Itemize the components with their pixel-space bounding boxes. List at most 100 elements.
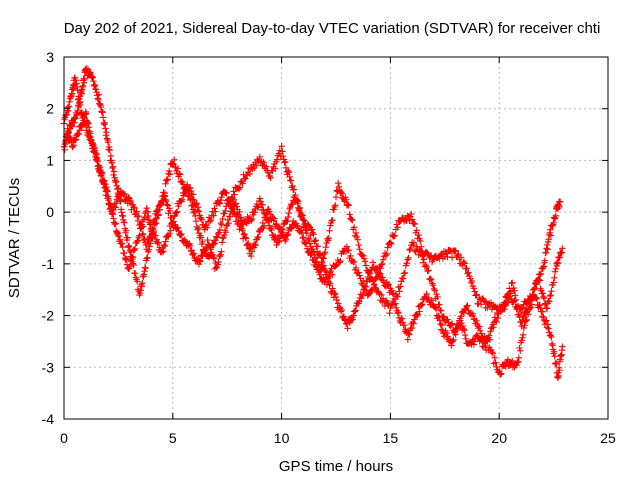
data-point [210, 254, 217, 261]
data-point [537, 305, 544, 312]
data-point [321, 249, 329, 256]
data-point [428, 276, 435, 283]
data-point [139, 230, 146, 238]
data-point [244, 241, 251, 248]
data-point [338, 190, 346, 197]
data-point [359, 291, 367, 298]
data-point [424, 267, 431, 275]
data-point [482, 342, 489, 350]
data-point [344, 201, 351, 208]
data-point [353, 233, 361, 241]
data-point [398, 315, 406, 322]
data-point [324, 235, 331, 243]
data-point [458, 319, 465, 327]
data-point [169, 160, 176, 167]
data-point [461, 331, 469, 339]
data-point [432, 304, 439, 311]
data-point [308, 250, 315, 258]
data-point [470, 285, 478, 292]
data-point [83, 110, 90, 117]
data-point [518, 322, 525, 330]
data-point [322, 243, 330, 251]
data-point [408, 216, 416, 223]
data-point [236, 208, 243, 216]
data-point [197, 234, 205, 241]
data-point [241, 175, 248, 183]
data-point [110, 168, 118, 175]
data-point [348, 216, 355, 223]
data-point [222, 189, 229, 196]
data-point [326, 227, 333, 234]
data-point [193, 200, 200, 207]
data-point [437, 320, 444, 328]
data-point [311, 237, 319, 245]
data-point [382, 297, 390, 304]
data-point [165, 167, 173, 175]
data-point [77, 101, 84, 109]
data-point [166, 207, 174, 214]
data-point [539, 290, 546, 297]
x-axis-label: GPS time / hours [279, 458, 393, 475]
data-point [406, 246, 413, 254]
data-point [492, 359, 499, 366]
data-point [326, 280, 334, 287]
data-point [205, 241, 213, 249]
data-point [469, 310, 477, 317]
data-point [343, 243, 351, 250]
data-point [465, 269, 472, 276]
data-point [525, 300, 533, 308]
data-point [179, 196, 186, 203]
data-point [384, 244, 391, 251]
data-point [172, 209, 179, 217]
data-point [437, 251, 445, 258]
data-point [418, 243, 425, 250]
data-point [214, 230, 222, 238]
data-point [519, 334, 526, 341]
data-point [130, 261, 137, 269]
data-point [155, 211, 162, 218]
data-point [75, 130, 82, 138]
data-point [375, 269, 382, 276]
data-point [320, 262, 327, 269]
data-point [131, 246, 138, 254]
data-point [444, 333, 451, 340]
data-point [394, 224, 401, 231]
data-point [417, 237, 424, 245]
data-point [309, 245, 316, 253]
data-point [190, 209, 198, 217]
y-tick-label: -1 [42, 256, 55, 272]
data-point [462, 306, 469, 313]
data-point [411, 316, 418, 323]
data-point [363, 278, 371, 285]
data-point [546, 332, 554, 339]
data-point [70, 142, 77, 149]
data-point [486, 336, 493, 344]
data-point [174, 165, 182, 172]
data-point [278, 143, 285, 150]
data-point [127, 198, 134, 206]
data-point [356, 298, 363, 305]
data-point [320, 255, 327, 262]
data-point [207, 216, 215, 224]
data-point [104, 138, 112, 146]
data-point [334, 179, 342, 187]
data-point [125, 194, 132, 201]
data-point [527, 304, 534, 311]
data-point [230, 188, 237, 195]
data-point [155, 239, 162, 246]
data-point [390, 301, 398, 308]
data-point [482, 346, 490, 354]
data-point [551, 274, 558, 282]
data-point [324, 275, 332, 283]
data-point [511, 292, 519, 299]
data-point [222, 207, 229, 215]
data-point [126, 263, 134, 270]
data-point [559, 343, 566, 350]
data-point [452, 247, 459, 254]
data-point [144, 239, 152, 246]
y-tick-label: -3 [42, 359, 55, 375]
data-point [126, 247, 134, 254]
data-point [350, 312, 357, 319]
data-point [399, 275, 407, 282]
